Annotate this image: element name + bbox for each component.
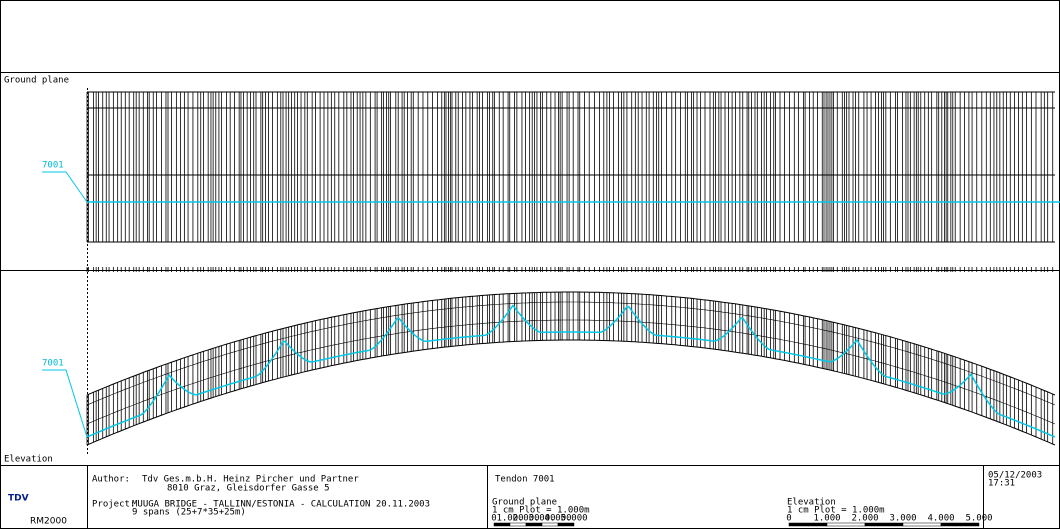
- scale-label: 1.000: [813, 514, 840, 524]
- project: 9 spans (25+7*35+25m): [132, 508, 246, 518]
- label: Author:: [92, 475, 130, 485]
- label: Project:: [92, 500, 135, 510]
- frame: [1, 1, 1060, 529]
- tendon-label: 7001: [42, 359, 64, 369]
- software: RM2000: [30, 517, 67, 527]
- scale-label: 2.000: [851, 514, 878, 524]
- leader: [42, 172, 87, 202]
- section-title: Elevation: [4, 455, 53, 465]
- edge-line: [87, 340, 1055, 445]
- drawing: Ground plane Elevation 7001 7001 TDV RM2…: [0, 0, 1060, 529]
- edge-line: [87, 302, 1055, 405]
- author: 8010 Graz, Gleisdorfer Gasse 5: [167, 484, 330, 494]
- scale-label: 5.000: [965, 514, 992, 524]
- edge-line: [87, 292, 1055, 395]
- section-title: Ground plane: [4, 76, 69, 86]
- tendon-title: Tendon 7001: [495, 475, 555, 485]
- scale-label: 0: [786, 514, 791, 524]
- scale-label: 4.000: [927, 514, 954, 524]
- tendon-label: 7001: [42, 161, 64, 171]
- edge-line: [87, 320, 1055, 424]
- leader: [42, 370, 87, 437]
- time: 17:31: [988, 479, 1015, 489]
- logo: TDV: [8, 494, 29, 504]
- scale-label: 5.000: [560, 514, 587, 524]
- scale-label: 3.000: [889, 514, 916, 524]
